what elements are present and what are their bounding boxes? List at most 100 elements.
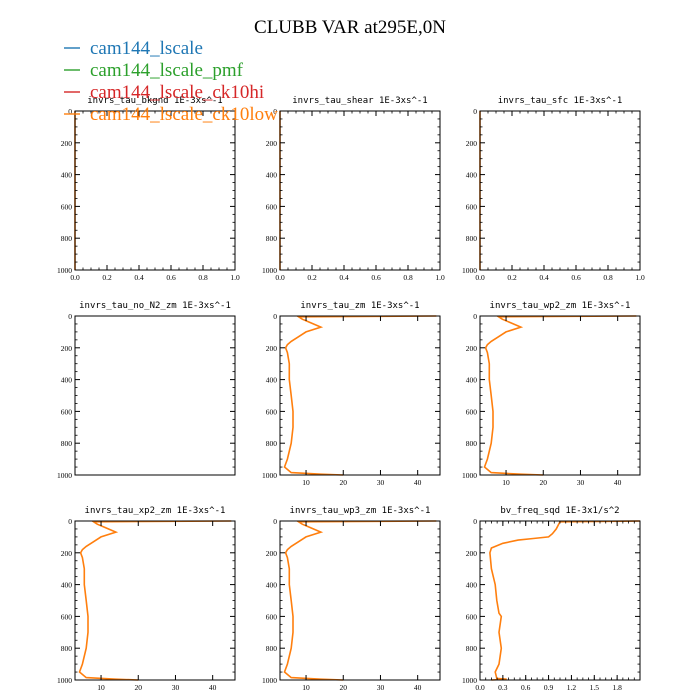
x-tick-label: 40 bbox=[414, 478, 422, 487]
y-tick-label: 600 bbox=[466, 407, 478, 416]
y-tick-label: 600 bbox=[61, 407, 73, 416]
y-tick-label: 1000 bbox=[262, 471, 277, 480]
y-tick-label: 600 bbox=[266, 202, 278, 211]
chart-panel: invrs_tau_shear 1E-3xs^-1 0 200 400 600 800 10… bbox=[262, 96, 445, 282]
y-tick-label: 800 bbox=[266, 439, 278, 448]
x-tick-label: 1.0 bbox=[230, 273, 240, 282]
x-tick-label: 0.0 bbox=[275, 273, 285, 282]
panel-title: bv_freq_sqd 1E-3x1/s^2 bbox=[500, 506, 619, 516]
x-tick-label: 40 bbox=[414, 683, 422, 692]
x-tick-label: 0.4 bbox=[539, 273, 549, 282]
y-tick-label: 0 bbox=[273, 517, 277, 526]
y-tick-label: 400 bbox=[266, 171, 278, 180]
y-tick-label: 800 bbox=[466, 644, 478, 653]
x-tick-label: 40 bbox=[209, 683, 217, 692]
x-tick-label: 20 bbox=[340, 683, 348, 692]
x-tick-label: 0.6 bbox=[521, 683, 531, 692]
y-tick-label: 200 bbox=[61, 549, 73, 558]
x-tick-label: 1.2 bbox=[567, 683, 577, 692]
x-tick-label: 30 bbox=[377, 478, 385, 487]
chart-panel: bv_freq_sqd 1E-3x1/s^2020040060080010000… bbox=[462, 506, 641, 692]
y-tick-label: 600 bbox=[266, 407, 278, 416]
panel-title: invrs_tau_wp2_zm 1E-3xs^-1 bbox=[490, 301, 631, 311]
series-line bbox=[283, 315, 437, 476]
x-tick-label: 10 bbox=[97, 683, 105, 692]
x-tick-label: 30 bbox=[377, 683, 385, 692]
y-tick-label: 0 bbox=[68, 517, 72, 526]
y-tick-label: 400 bbox=[61, 376, 73, 385]
plot-frame bbox=[74, 520, 236, 681]
x-tick-label: 10 bbox=[302, 478, 310, 487]
x-tick-label: 0.6 bbox=[166, 273, 176, 282]
panel-title: invrs_tau_no_N2_zm 1E-3xs^-1 bbox=[79, 301, 231, 311]
y-tick-label: 0 bbox=[68, 107, 72, 116]
series-line bbox=[489, 520, 641, 681]
y-tick-label: 400 bbox=[61, 581, 73, 590]
x-tick-label: 0.0 bbox=[475, 273, 485, 282]
plot-frame bbox=[74, 110, 236, 271]
series-line bbox=[283, 520, 437, 681]
plot-frame bbox=[74, 315, 236, 476]
y-tick-label: 800 bbox=[466, 439, 478, 448]
y-tick-label: 800 bbox=[266, 234, 278, 243]
y-tick-label: 200 bbox=[61, 344, 73, 353]
x-tick-label: 1.8 bbox=[612, 683, 622, 692]
x-tick-label: 0.8 bbox=[198, 273, 208, 282]
panel-title: invrs_tau_sfc 1E-3xs^-1 bbox=[498, 96, 623, 106]
x-tick-label: 0.0 bbox=[70, 273, 80, 282]
plot-frame bbox=[279, 520, 441, 681]
y-tick-label: 400 bbox=[466, 376, 478, 385]
y-tick-label: 400 bbox=[266, 581, 278, 590]
y-tick-label: 800 bbox=[266, 644, 278, 653]
y-tick-label: 1000 bbox=[262, 676, 277, 685]
chart-panel: invrs_tau_bkgnd 1E-3xs^-1 0 200 400 600 800 10… bbox=[57, 96, 240, 282]
x-tick-label: 1.0 bbox=[435, 273, 445, 282]
y-tick-label: 0 bbox=[473, 312, 477, 321]
legend-label: cam144_lscale bbox=[90, 38, 203, 59]
panel-title: invrs_tau_shear 1E-3xs^-1 bbox=[292, 96, 427, 106]
y-tick-label: 1000 bbox=[462, 676, 477, 685]
y-tick-label: 400 bbox=[61, 171, 73, 180]
y-tick-label: 400 bbox=[466, 171, 478, 180]
chart-panel: invrs_tau_no_N2_zm 1E-3xs^-1 0 200 400 600 80… bbox=[57, 301, 236, 480]
y-tick-label: 400 bbox=[266, 376, 278, 385]
x-tick-label: 0.4 bbox=[339, 273, 349, 282]
plot-frame bbox=[279, 315, 441, 476]
x-tick-label: 0.2 bbox=[307, 273, 317, 282]
chart-panel: invrs_tau_xp2_zm 1E-3xs^-1 0 200 400 600 800 1… bbox=[57, 506, 236, 692]
y-tick-label: 800 bbox=[61, 644, 73, 653]
x-tick-label: 0.2 bbox=[507, 273, 517, 282]
x-tick-label: 40 bbox=[614, 478, 622, 487]
chart-panel: invrs_tau_wp3_zm 1E-3xs^-1 0 200 400 600 800 1… bbox=[262, 506, 441, 692]
x-tick-label: 1.0 bbox=[635, 273, 645, 282]
legend: cam144_lscalecam144_lscale_pmfcam144_lsc… bbox=[64, 38, 278, 125]
y-tick-label: 200 bbox=[266, 139, 278, 148]
y-tick-label: 800 bbox=[466, 234, 478, 243]
y-tick-label: 1000 bbox=[57, 266, 72, 275]
y-tick-label: 200 bbox=[466, 139, 478, 148]
y-tick-label: 200 bbox=[466, 549, 478, 558]
x-tick-label: 30 bbox=[577, 478, 585, 487]
y-tick-label: 600 bbox=[466, 612, 478, 621]
y-tick-label: 200 bbox=[61, 139, 73, 148]
y-tick-label: 600 bbox=[466, 202, 478, 211]
y-tick-label: 0 bbox=[473, 517, 477, 526]
x-tick-label: 20 bbox=[540, 478, 548, 487]
x-tick-label: 30 bbox=[172, 683, 180, 692]
panel-title: invrs_tau_bkgnd 1E-3xs^-1 bbox=[87, 96, 222, 106]
chart-panel: invrs_tau_zm 1E-3xs^-1 0 200 400 600 800 1000 1… bbox=[262, 301, 441, 487]
y-tick-label: 1000 bbox=[57, 676, 72, 685]
x-tick-label: 0.4 bbox=[134, 273, 144, 282]
y-tick-label: 0 bbox=[273, 312, 277, 321]
panel-title: invrs_tau_xp2_zm 1E-3xs^-1 bbox=[85, 506, 226, 516]
x-tick-label: 0.2 bbox=[102, 273, 112, 282]
y-tick-label: 1000 bbox=[462, 471, 477, 480]
plot-frame bbox=[479, 315, 641, 476]
y-tick-label: 1000 bbox=[57, 471, 72, 480]
plot-frame bbox=[279, 110, 441, 271]
y-tick-label: 800 bbox=[61, 439, 73, 448]
y-tick-label: 200 bbox=[266, 344, 278, 353]
x-tick-label: 0.8 bbox=[403, 273, 413, 282]
chart-panel: invrs_tau_wp2_zm 1E-3xs^-1 0 200 400 600 800 1… bbox=[462, 301, 641, 487]
y-tick-label: 600 bbox=[266, 612, 278, 621]
